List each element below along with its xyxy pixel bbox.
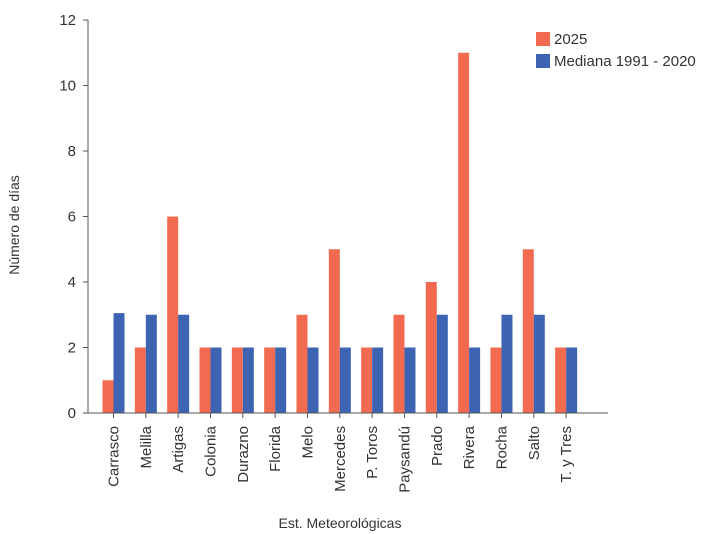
x-axis-ticks: Carrasco Melilla Artigas Colonia Durazno Flor… xyxy=(106,413,575,493)
x-axis-title: Est. Meteorológicas xyxy=(279,515,402,531)
plot-area xyxy=(102,52,578,413)
bar-series-2025-salto xyxy=(522,249,534,413)
x-tick-label: Florida xyxy=(267,425,284,472)
x-tick-label: Prado xyxy=(429,426,446,466)
x-tick-label: P. Toros xyxy=(364,426,381,479)
bar-series-mediana-florida xyxy=(275,347,287,413)
x-tick-label: Artigas xyxy=(170,426,187,473)
bar-series-2025-melo xyxy=(296,314,308,413)
legend-swatch xyxy=(536,32,550,46)
legend-label: Mediana 1991 - 2020 xyxy=(554,53,696,70)
x-tick-label: Rocha xyxy=(493,425,510,469)
bar-series-mediana-melilla xyxy=(145,314,157,413)
bar-series-mediana-artigas xyxy=(178,314,190,413)
bar-series-2025-artigas xyxy=(167,216,179,413)
legend: 2025 Mediana 1991 - 2020 xyxy=(536,31,696,70)
bar-series-2025-carrasco xyxy=(102,380,114,413)
bar-series-2025-durazno xyxy=(231,347,243,413)
bar-series-2025-p-toros xyxy=(361,347,373,413)
bar-series-mediana-rivera xyxy=(469,347,481,413)
x-tick-label: Melo xyxy=(299,426,316,459)
bar-series-2025-prado xyxy=(425,282,437,413)
bar-series-2025-colonia xyxy=(199,347,211,413)
bar-series-2025-paysand- xyxy=(393,314,405,413)
x-tick-label: Carrasco xyxy=(106,426,123,487)
y-tick-label: 4 xyxy=(68,274,76,291)
x-tick-label: Durazno xyxy=(235,426,252,483)
bar-series-mediana-carrasco xyxy=(113,313,125,413)
bar-series-mediana-durazno xyxy=(242,347,254,413)
bar-series-mediana-t-y-tres xyxy=(566,347,578,413)
y-tick-label: 2 xyxy=(68,340,76,357)
x-tick-label: Colonia xyxy=(202,425,219,477)
bar-series-2025-rocha xyxy=(490,347,502,413)
legend-label: 2025 xyxy=(554,31,587,48)
x-tick-label: Salto xyxy=(526,426,543,460)
y-tick-label: 0 xyxy=(68,405,76,422)
bar-series-mediana-colonia xyxy=(210,347,222,413)
y-tick-label: 10 xyxy=(59,78,76,95)
x-tick-label: T. y Tres xyxy=(558,426,575,483)
bar-series-2025-rivera xyxy=(458,52,470,413)
x-tick-label: Mercedes xyxy=(332,426,349,492)
legend-swatch xyxy=(536,54,550,68)
y-axis-title: Número de días xyxy=(6,175,22,275)
y-tick-label: 6 xyxy=(68,209,76,226)
y-tick-label: 12 xyxy=(59,12,76,29)
bar-series-mediana-p-toros xyxy=(372,347,384,413)
bar-series-2025-melilla xyxy=(134,347,146,413)
x-tick-label: Melilla xyxy=(138,425,155,468)
bar-series-2025-t-y-tres xyxy=(555,347,567,413)
bar-series-2025-florida xyxy=(264,347,276,413)
x-tick-label: Paysandú xyxy=(396,426,413,493)
bar-series-mediana-prado xyxy=(436,314,448,413)
x-tick-label: Rivera xyxy=(461,425,478,469)
bar-series-mediana-paysand- xyxy=(404,347,416,413)
bar-series-mediana-melo xyxy=(307,347,319,413)
bar-series-mediana-mercedes xyxy=(339,347,351,413)
y-tick-label: 8 xyxy=(68,143,76,160)
bar-series-mediana-salto xyxy=(533,314,545,413)
bar-series-2025-mercedes xyxy=(328,249,340,413)
y-axis-ticks: 0 2 4 6 8 10 12 xyxy=(59,12,88,422)
bar-series-mediana-rocha xyxy=(501,314,513,413)
